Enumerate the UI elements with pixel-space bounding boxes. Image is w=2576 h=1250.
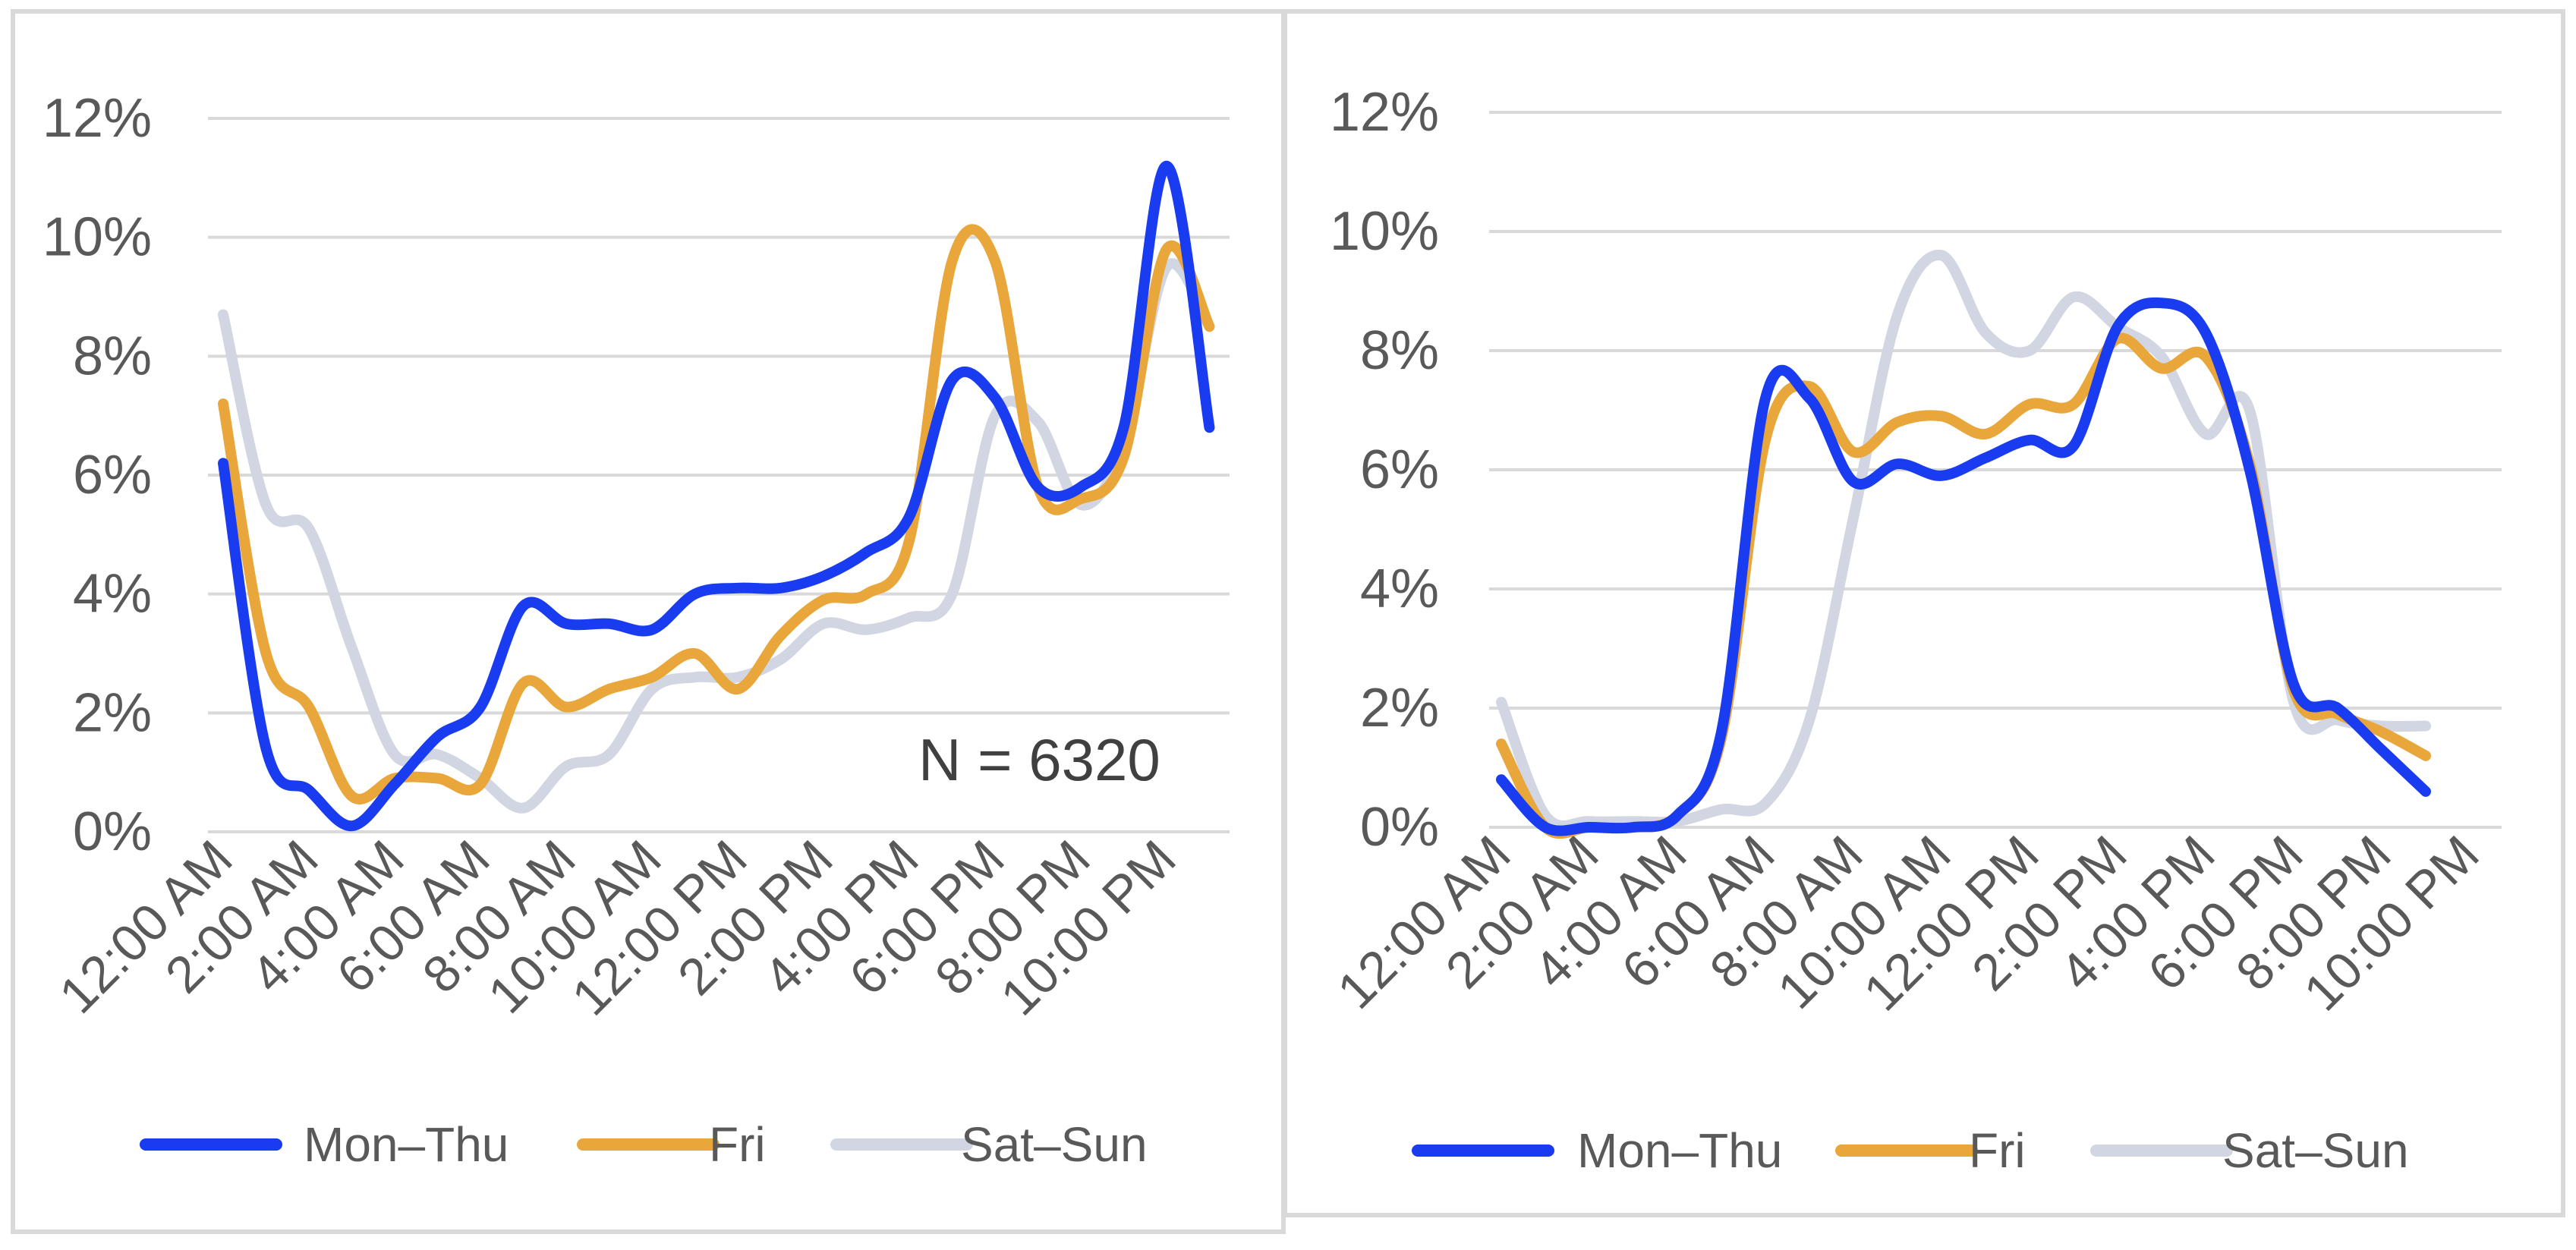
left-line-chart: 0%2%4%6%8%10%12%12:00 AM2:00 AM4:00 AM6:… <box>43 88 1230 1172</box>
series-line-mon-thu <box>218 160 1215 832</box>
series-line-sat-sun <box>1496 250 2431 831</box>
series-line-fri <box>1496 332 2431 839</box>
legend-label: Fri <box>709 1117 766 1172</box>
y-tick-label: 0% <box>1360 797 1439 858</box>
legend-label: Fri <box>1969 1123 2026 1178</box>
legend-label: Mon–Thu <box>304 1117 509 1172</box>
sample-size-annotation: N = 6320 <box>918 726 1160 793</box>
y-tick-label: 2% <box>73 682 152 743</box>
legend-label: Sat–Sun <box>961 1117 1148 1172</box>
y-tick-label: 10% <box>43 207 152 268</box>
right-line-chart: 0%2%4%6%8%10%12%12:00 AM2:00 AM4:00 AM6:… <box>1327 82 2502 1178</box>
left-chart-panel: 0% 2% 4% 6% 8% 10% 12% 12:00 AM 2:00 AM 4:00 AM 6:… <box>11 9 1286 1234</box>
y-tick-label: 6% <box>1360 439 1439 500</box>
series-line-fri <box>218 224 1215 804</box>
y-tick-label: 4% <box>1360 559 1439 619</box>
right-chart-panel: 0% 2% 4% 6% 8% 10% 12% 12:00 AM 2:00 AM 4:00 AM 6:… <box>1283 9 2565 1217</box>
y-tick-label: 10% <box>1330 201 1439 262</box>
y-tick-label: 12% <box>1330 82 1439 143</box>
y-tick-label: 8% <box>73 326 152 386</box>
y-tick-label: 0% <box>73 801 152 862</box>
y-tick-label: 2% <box>1360 678 1439 738</box>
y-tick-label: 12% <box>43 88 152 149</box>
legend-label: Sat–Sun <box>2222 1123 2409 1178</box>
y-tick-label: 8% <box>1360 320 1439 381</box>
legend-label: Mon–Thu <box>1577 1123 1782 1178</box>
y-tick-label: 4% <box>73 564 152 625</box>
y-tick-label: 6% <box>73 445 152 505</box>
series-line-mon-thu <box>1496 297 2431 836</box>
